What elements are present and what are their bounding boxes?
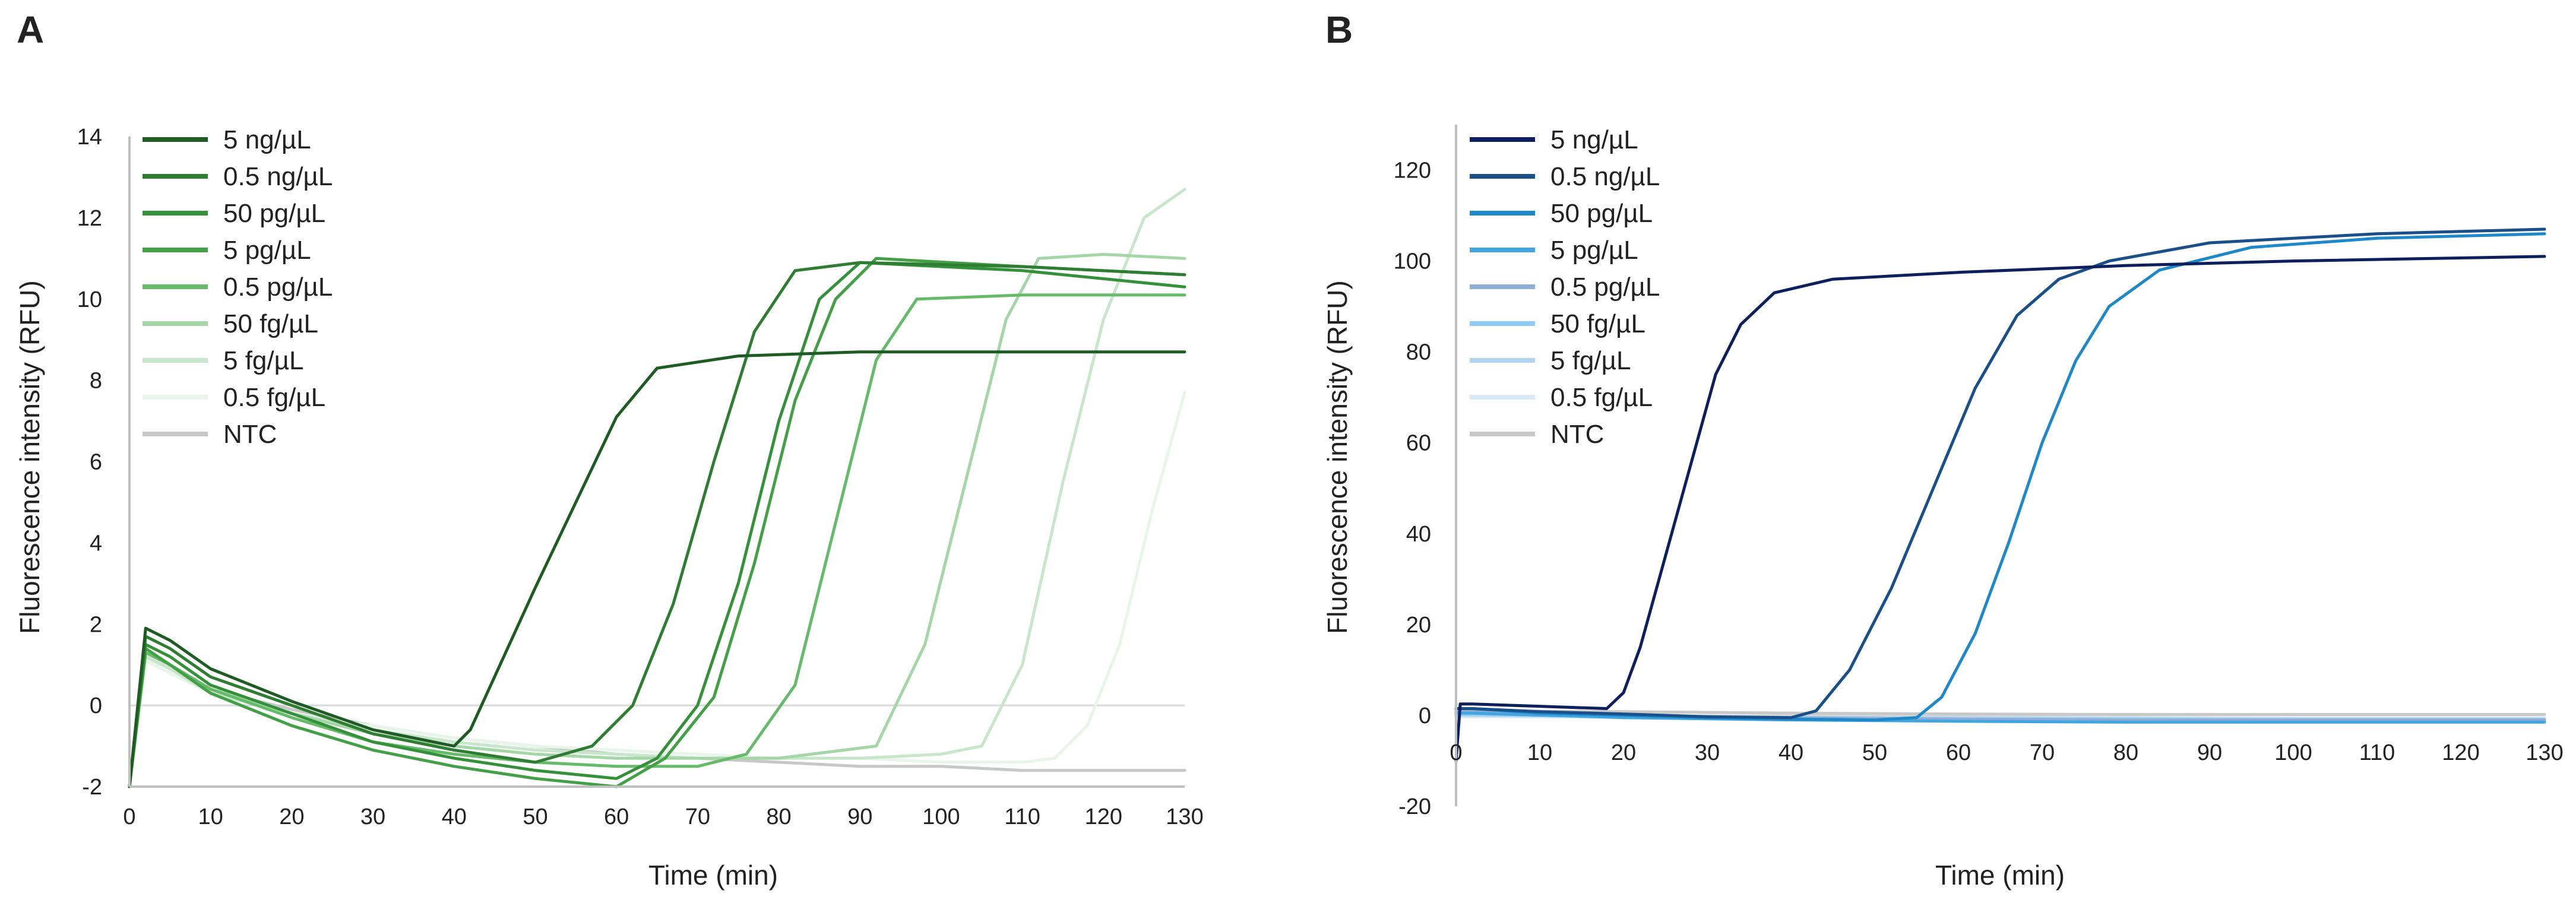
legend-label: 0.5 ng/µL [1550,162,1660,191]
x-tick-label: 130 [2526,740,2563,765]
x-tick-label: 40 [1778,740,1803,765]
y-tick-label: -2 [82,775,102,800]
panel-b-letter: B [1325,8,1353,51]
legend-label: 5 fg/µL [1550,346,1631,375]
y-tick-label: 40 [1406,522,1431,547]
y-tick-label: 20 [1406,613,1431,638]
panel-a-legend: 5 ng/µL 0.5 ng/µL 50 pg/µL 5 pg/µL 0.5 pg/µL… [143,125,333,449]
y-tick-label: 2 [90,612,102,637]
panel-a-series-group [128,188,1186,788]
x-tick-label: 70 [685,804,710,829]
series-line-1 [128,261,1186,788]
series-line-4 [1454,710,2546,722]
legend-label: 5 pg/µL [223,236,311,265]
panel-a-y-axis-title: Fluorescence intensity (RFU) [14,280,45,634]
x-tick-label: 30 [1695,740,1720,765]
x-tick-label: 20 [279,804,304,829]
x-tick-label: 120 [1085,804,1122,829]
series-line-1 [1454,227,2546,720]
panel-b-ticks-group: 0 10 20 30 40 50 60 70 80 90 100 110 120 130 -20 0 20 40 6… [1394,159,2564,819]
panel-a-x-axis-title: Time (min) [648,860,778,891]
x-tick-label: 10 [198,804,223,829]
x-tick-label: 10 [1527,740,1552,765]
legend-label: 5 ng/µL [1550,125,1638,154]
x-tick-label: 50 [1862,740,1887,765]
x-tick-label: 40 [442,804,467,829]
x-tick-label: 60 [1946,740,1971,765]
legend-label: 0.5 ng/µL [223,162,333,191]
panel-b-legend: 5 ng/µL 0.5 ng/µL 50 pg/µL 5 pg/µL 0.5 pg/µL… [1470,125,1660,449]
x-tick-label: 120 [2442,740,2479,765]
legend-label: NTC [223,420,277,449]
x-tick-label: 130 [1166,804,1203,829]
x-tick-label: 100 [922,804,960,829]
legend-label: 50 fg/µL [223,309,318,338]
series-line-2 [1454,232,2546,722]
legend-label: 50 fg/µL [1550,309,1645,338]
y-tick-label: 6 [90,450,102,475]
x-tick-label: 0 [123,804,135,829]
series-line-4 [128,293,1186,788]
x-tick-label: 20 [1611,740,1636,765]
y-tick-label: 0 [1419,704,1431,728]
y-tick-label: 4 [90,531,102,556]
y-tick-label: 60 [1406,431,1431,456]
legend-label: 5 fg/µL [223,346,303,375]
x-tick-label: 110 [1004,804,1040,829]
panel-a-letter: A [17,8,44,51]
x-tick-label: 30 [360,804,385,829]
panel-b: B 0 10 20 30 40 50 60 70 80 90 100 110 120 130 -20 0 20 4… [1322,8,2564,891]
y-tick-label: 80 [1406,340,1431,365]
x-tick-label: 70 [2030,740,2055,765]
y-tick-label: -20 [1398,794,1431,819]
legend-label: 5 pg/µL [1550,236,1638,265]
series-line-7 [128,391,1186,788]
series-line-2 [128,261,1186,788]
legend-label: 50 pg/µL [1550,199,1653,228]
y-tick-label: 0 [90,693,102,718]
x-tick-label: 80 [2113,740,2138,765]
x-tick-label: 50 [523,804,548,829]
y-tick-label: 14 [77,125,102,150]
x-tick-label: 60 [604,804,629,829]
x-tick-label: 110 [2359,740,2395,765]
panel-b-y-axis-title: Fluorescence intensity (RFU) [1322,280,1353,634]
y-tick-label: 120 [1394,159,1431,183]
x-tick-label: 90 [847,804,872,829]
series-line-0 [1454,255,2546,762]
x-tick-label: 100 [2274,740,2312,765]
legend-label: 50 pg/µL [223,199,325,228]
legend-label: NTC [1550,420,1604,449]
y-tick-label: 10 [77,287,102,312]
series-line-0 [128,350,1186,788]
legend-label: 0.5 fg/µL [223,383,325,412]
legend-label: 0.5 fg/µL [1550,383,1653,412]
panel-a: A 0 10 20 30 40 50 60 70 80 90 100 110 120 130 -2 0 2 4 6 8… [14,8,1204,891]
x-tick-label: 80 [766,804,791,829]
y-tick-label: 100 [1394,249,1431,274]
legend-label: 0.5 pg/µL [1550,273,1660,302]
legend-label: 5 ng/µL [223,125,311,154]
legend-label: 0.5 pg/µL [223,273,333,302]
x-tick-label: 90 [2197,740,2222,765]
x-tick-label: 0 [1450,740,1462,765]
panel-a-axes-group [128,137,1185,788]
panel-b-x-axis-title: Time (min) [1935,860,2065,891]
panel-a-ticks-group: 0 10 20 30 40 50 60 70 80 90 100 110 120 130 -2 0 2 4 6 8 10… [77,125,1204,829]
y-tick-label: 8 [90,369,102,394]
y-tick-label: 12 [77,206,102,231]
panel-b-series-group [1454,227,2546,762]
